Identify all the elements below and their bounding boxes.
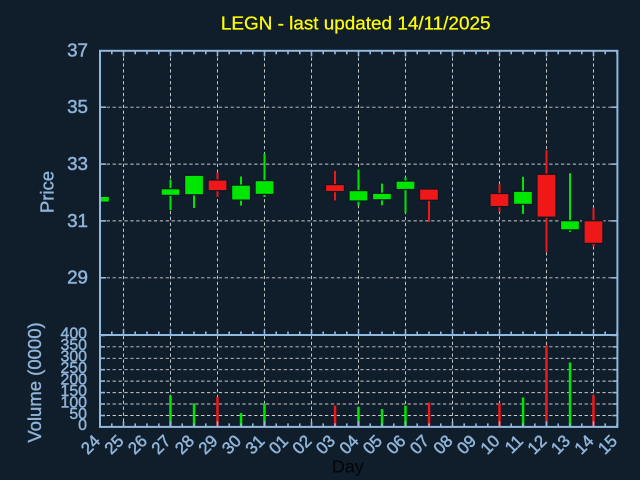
svg-text:200: 200 bbox=[60, 371, 87, 388]
svg-text:150: 150 bbox=[60, 383, 87, 400]
svg-text:50: 50 bbox=[69, 406, 87, 423]
svg-text:35: 35 bbox=[67, 96, 88, 117]
svg-text:29: 29 bbox=[67, 267, 88, 288]
svg-text:Volume (0000): Volume (0000) bbox=[24, 322, 45, 442]
svg-text:400: 400 bbox=[60, 326, 87, 343]
svg-text:Price: Price bbox=[36, 171, 57, 213]
svg-text:250: 250 bbox=[60, 360, 87, 377]
svg-text:0: 0 bbox=[78, 417, 87, 434]
svg-text:Day: Day bbox=[332, 456, 364, 476]
svg-text:LEGN - last updated 14/11/2025: LEGN - last updated 14/11/2025 bbox=[221, 13, 491, 34]
svg-text:33: 33 bbox=[67, 153, 88, 174]
svg-text:350: 350 bbox=[60, 337, 87, 354]
svg-text:37: 37 bbox=[67, 39, 88, 60]
svg-text:31: 31 bbox=[67, 210, 88, 231]
svg-text:100: 100 bbox=[60, 394, 87, 411]
svg-text:300: 300 bbox=[60, 349, 87, 366]
